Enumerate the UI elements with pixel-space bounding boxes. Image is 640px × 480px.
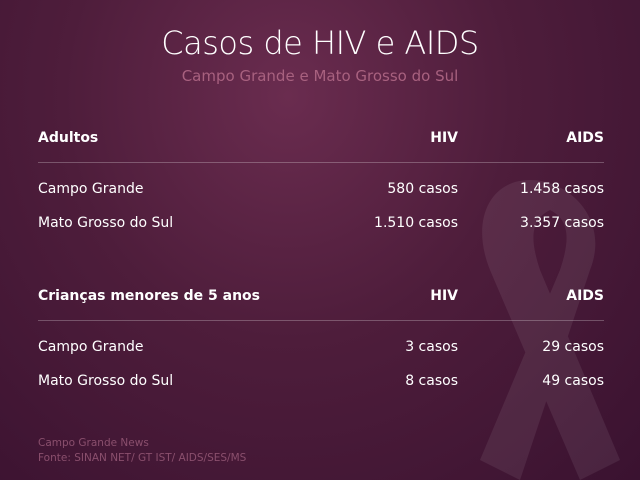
adults-table: Adultos HIV AIDS Campo Grande 580 casos … [38, 130, 604, 249]
header-aids: AIDS [566, 288, 604, 304]
header-hiv: HIV [430, 130, 458, 146]
header-aids: AIDS [566, 130, 604, 146]
table-row: Campo Grande 3 casos 29 casos [38, 339, 604, 373]
row-label: Campo Grande [38, 181, 144, 197]
awareness-ribbon-icon [480, 180, 620, 480]
table-row: Mato Grosso do Sul 8 casos 49 casos [38, 373, 604, 407]
table-row: Campo Grande 580 casos 1.458 casos [38, 181, 604, 215]
header-category: Adultos [38, 130, 99, 146]
row-aids-value: 3.357 casos [520, 215, 604, 231]
row-label: Mato Grosso do Sul [38, 215, 174, 231]
row-hiv-value: 580 casos [387, 181, 458, 197]
header-category: Crianças menores de 5 anos [38, 288, 260, 304]
children-table: Crianças menores de 5 anos HIV AIDS Camp… [38, 288, 604, 407]
header-hiv: HIV [430, 288, 458, 304]
table-row: Mato Grosso do Sul 1.510 casos 3.357 cas… [38, 215, 604, 249]
row-hiv-value: 1.510 casos [374, 215, 458, 231]
row-label: Mato Grosso do Sul [38, 373, 174, 389]
row-hiv-value: 3 casos [405, 339, 458, 355]
row-aids-value: 49 casos [542, 373, 604, 389]
source-footer: Campo Grande News Fonte: SINAN NET/ GT I… [38, 436, 246, 466]
source-detail: Fonte: SINAN NET/ GT IST/ AIDS/SES/MS [38, 452, 247, 464]
table-header: Adultos HIV AIDS [38, 130, 604, 162]
table-divider [38, 162, 604, 163]
page-title: Casos de HIV e AIDS [161, 24, 479, 62]
source-name: Campo Grande News [38, 437, 149, 449]
table-header: Crianças menores de 5 anos HIV AIDS [38, 288, 604, 320]
row-aids-value: 1.458 casos [520, 181, 604, 197]
row-aids-value: 29 casos [542, 339, 604, 355]
row-hiv-value: 8 casos [405, 373, 458, 389]
row-label: Campo Grande [38, 339, 144, 355]
table-divider [38, 320, 604, 321]
page-subtitle: Campo Grande e Mato Grosso do Sul [181, 67, 459, 85]
